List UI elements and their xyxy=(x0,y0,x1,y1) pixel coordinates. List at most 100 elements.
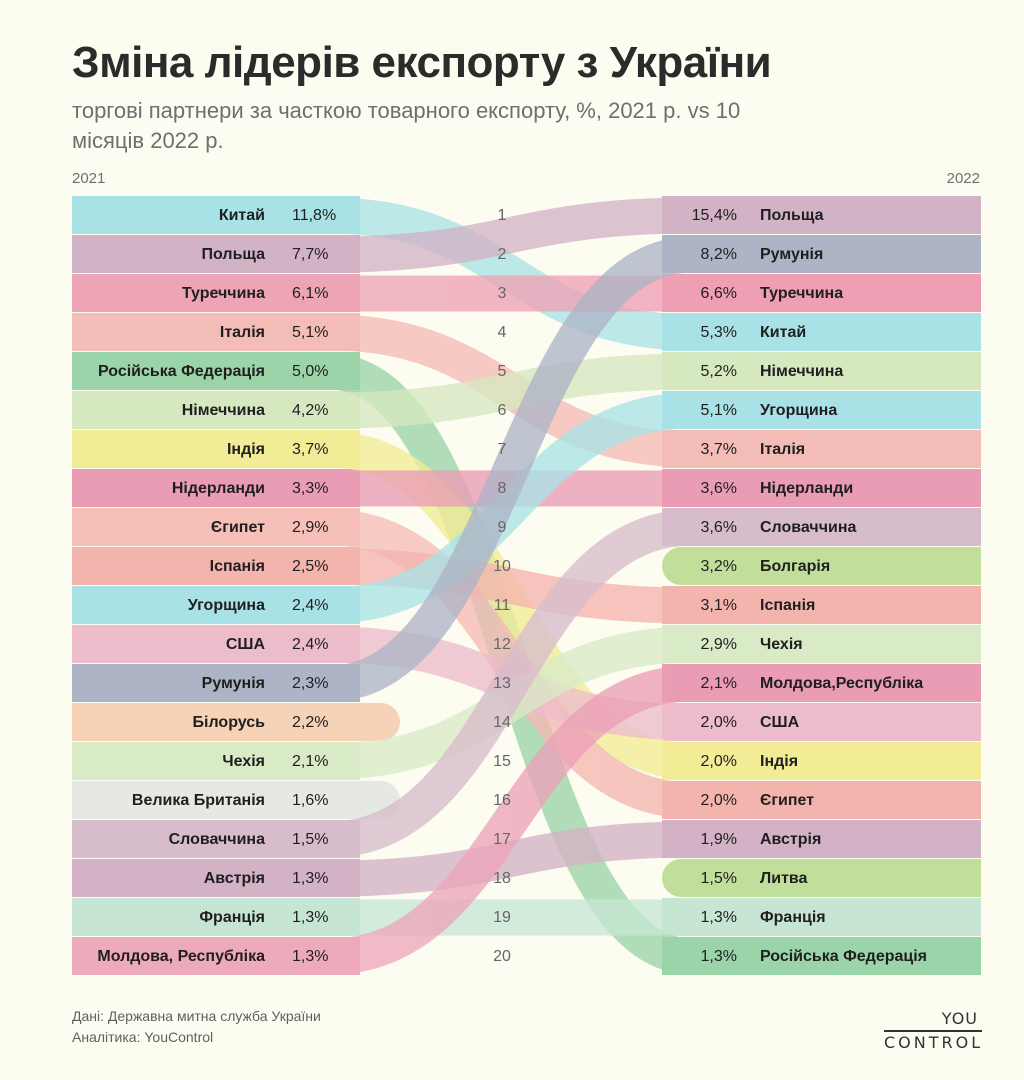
right-bar xyxy=(662,625,981,663)
left-country-label: Індія xyxy=(227,441,265,458)
right-value-label: 2,9% xyxy=(701,636,737,653)
right-bar xyxy=(662,547,981,585)
analytics-note: Аналітика: YouControl xyxy=(72,1029,214,1045)
left-value-label: 1,3% xyxy=(292,909,328,926)
right-country-label: Туреччина xyxy=(760,285,843,302)
right-country-label: Індія xyxy=(760,753,798,770)
left-value-label: 7,7% xyxy=(292,246,328,263)
left-value-label: 11,8% xyxy=(292,207,336,224)
rank-label: 7 xyxy=(498,441,507,458)
rank-label: 12 xyxy=(493,636,511,653)
rank-label: 17 xyxy=(493,831,511,848)
flow-ribbon xyxy=(329,821,693,897)
left-bar xyxy=(72,274,360,312)
right-country-label: Болгарія xyxy=(760,558,830,575)
right-country-label: Єгипет xyxy=(760,792,814,809)
left-bar xyxy=(72,547,360,585)
left-bar xyxy=(72,196,360,234)
left-country-label: Нідерланди xyxy=(172,480,265,497)
right-bar xyxy=(662,937,981,975)
left-country-label: США xyxy=(226,636,266,653)
right-bar xyxy=(662,235,981,273)
rank-label: 5 xyxy=(498,363,507,380)
right-value-label: 3,2% xyxy=(701,558,737,575)
source-note: Дані: Державна митна служба України xyxy=(72,1008,321,1024)
flow-ribbon xyxy=(329,665,693,975)
left-value-label: 2,5% xyxy=(292,558,328,575)
left-country-label: Угорщина xyxy=(188,597,265,614)
left-country-label: Словаччина xyxy=(169,831,265,848)
page-subtitle: торгові партнери за часткою товарного ек… xyxy=(72,98,741,153)
right-country-label: Словаччина xyxy=(760,519,856,536)
left-country-label: Китай xyxy=(219,207,265,224)
right-country-label: Франція xyxy=(760,909,826,926)
left-bar xyxy=(72,742,360,780)
right-value-label: 2,0% xyxy=(701,792,737,809)
rank-label: 11 xyxy=(494,597,511,614)
flow-ribbon xyxy=(329,353,693,429)
right-bar xyxy=(662,664,981,702)
right-value-label: 5,3% xyxy=(701,324,737,341)
right-country-label: Іспанія xyxy=(760,597,815,614)
flow-ribbon xyxy=(329,197,693,273)
left-country-label: Білорусь xyxy=(193,714,266,731)
right-bar xyxy=(662,391,981,429)
right-country-label: Китай xyxy=(760,324,806,341)
right-country-label: Німеччина xyxy=(760,363,843,380)
left-bar xyxy=(72,430,360,468)
left-value-label: 2,9% xyxy=(292,519,328,536)
rank-label: 20 xyxy=(493,948,511,965)
right-bar xyxy=(662,820,981,858)
left-value-label: 4,2% xyxy=(292,402,328,419)
rank-label: 10 xyxy=(493,558,511,575)
right-value-label: 2,0% xyxy=(701,714,737,731)
right-bar xyxy=(662,742,981,780)
flow-ribbons xyxy=(328,197,694,975)
right-bar xyxy=(662,274,981,312)
left-bar xyxy=(72,898,360,936)
left-bar xyxy=(72,820,360,858)
left-value-label: 2,3% xyxy=(292,675,328,692)
rank-label: 19 xyxy=(493,909,511,926)
rank-label: 1 xyxy=(498,207,507,224)
footer: Дані: Державна митна служба України Анал… xyxy=(72,1006,321,1048)
right-bar xyxy=(662,196,981,234)
rank-label: 9 xyxy=(498,519,507,536)
flow-ribbon xyxy=(328,236,694,702)
left-country-label: Польща xyxy=(202,246,266,263)
right-value-label: 5,1% xyxy=(701,402,737,419)
left-value-label: 1,3% xyxy=(292,948,328,965)
rank-label: 4 xyxy=(498,324,507,341)
left-bars xyxy=(72,196,400,975)
left-country-label: Велика Британія xyxy=(132,792,265,809)
left-value-label: 5,1% xyxy=(292,324,328,341)
youcontrol-logo: YOU CONTROL xyxy=(884,1009,982,1052)
rank-label: 15 xyxy=(493,753,511,770)
right-value-label: 1,5% xyxy=(701,870,737,887)
right-value-label: 3,7% xyxy=(701,441,737,458)
left-country-label: Франція xyxy=(199,909,265,926)
left-value-label: 1,5% xyxy=(292,831,328,848)
right-country-label: Російська Федерація xyxy=(760,948,927,965)
left-bar xyxy=(72,937,360,975)
logo-divider xyxy=(884,1030,982,1032)
left-value-label: 6,1% xyxy=(292,285,328,302)
rank-label: 8 xyxy=(498,480,507,497)
page-title: Зміна лідерів експорту з України xyxy=(72,38,772,87)
right-value-label: 3,6% xyxy=(701,480,737,497)
flow-ribbon xyxy=(329,197,693,351)
right-bar xyxy=(662,898,981,936)
left-country-label: Іспанія xyxy=(210,558,265,575)
flow-ribbon xyxy=(329,509,693,858)
year-right-label: 2022 xyxy=(946,170,980,187)
right-value-label: 5,2% xyxy=(701,363,737,380)
right-bar xyxy=(662,469,981,507)
right-country-label: Литва xyxy=(760,870,808,887)
right-country-label: Угорщина xyxy=(760,402,837,419)
year-left-label: 2021 xyxy=(72,170,106,187)
right-country-label: Молдова,Республіка xyxy=(760,675,923,692)
left-country-label: Туреччина xyxy=(182,285,265,302)
left-bar xyxy=(72,391,360,429)
right-country-label: Румунія xyxy=(760,246,823,263)
